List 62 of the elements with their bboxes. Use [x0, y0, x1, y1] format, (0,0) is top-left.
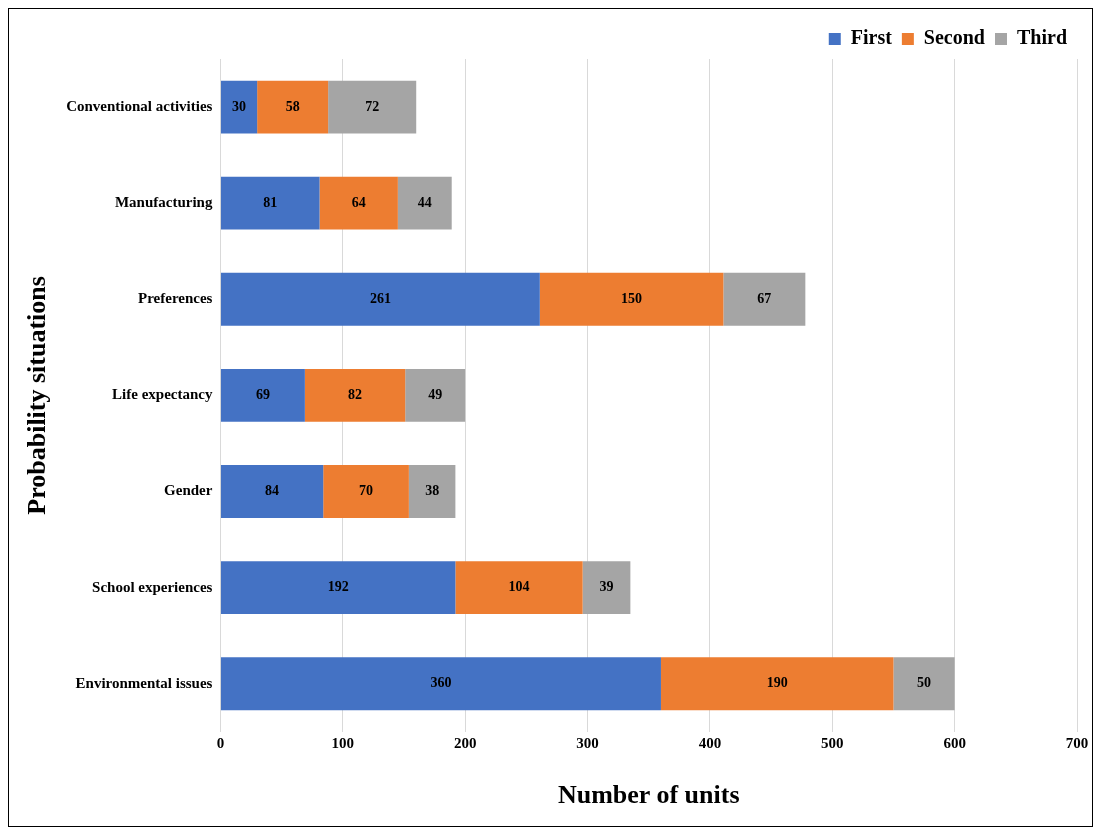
data-label: 38 [425, 483, 440, 499]
data-label: 69 [255, 387, 270, 403]
data-label: 192 [327, 579, 349, 595]
bar [220, 176, 320, 230]
data-label: 30 [232, 98, 247, 114]
data-label: 360 [430, 675, 452, 691]
bar [319, 176, 398, 230]
y-axis-title: Probability situations [22, 276, 52, 515]
data-label: 67 [757, 290, 772, 306]
data-label: 39 [599, 579, 614, 595]
bar [539, 272, 724, 326]
bar [220, 657, 661, 711]
bar [304, 368, 406, 422]
y-tick-label: Conventional activities [66, 97, 213, 114]
data-label: 81 [263, 194, 278, 210]
bar [323, 465, 409, 518]
x-tick-label: 500 [821, 734, 844, 751]
bar [408, 465, 456, 518]
bar [660, 657, 894, 711]
data-label: 72 [365, 98, 380, 114]
legend-label: Second [923, 26, 985, 49]
bar [257, 80, 329, 134]
data-label: 190 [766, 675, 788, 691]
y-tick-label: Life expectancy [112, 386, 213, 403]
x-tick-label: 0 [216, 734, 225, 751]
data-label: 261 [369, 290, 391, 306]
data-label: 82 [348, 387, 363, 403]
bar [723, 272, 806, 326]
data-label: 50 [917, 675, 932, 691]
legend-label: Third [1016, 26, 1068, 49]
x-tick-label: 300 [576, 734, 599, 751]
y-tick-label: Gender [164, 482, 213, 499]
y-tick-label: Preferences [138, 290, 213, 307]
data-label: 104 [508, 579, 530, 595]
bar [582, 561, 631, 615]
x-tick-label: 700 [1065, 734, 1089, 751]
bar [328, 80, 417, 134]
bar [397, 176, 452, 230]
data-label: 64 [351, 194, 366, 210]
legend-label: First [850, 26, 893, 49]
data-label: 84 [265, 483, 280, 499]
y-tick-label: Environmental issues [75, 674, 213, 691]
data-label: 44 [417, 194, 432, 210]
data-label: 49 [428, 387, 443, 403]
x-tick-label: 600 [943, 734, 966, 751]
y-tick-label: School experiences [92, 578, 213, 595]
x-tick-label: 200 [453, 734, 477, 751]
x-tick-label: 400 [698, 734, 722, 751]
data-label: 150 [621, 290, 643, 306]
y-tick-label: Manufacturing [114, 194, 213, 211]
bar [220, 465, 324, 518]
bar [405, 368, 466, 422]
bar [220, 561, 456, 615]
bar [220, 272, 540, 326]
x-tick-label: 100 [331, 734, 355, 751]
data-label: 70 [359, 483, 374, 499]
data-label: 58 [285, 98, 300, 114]
bar [893, 657, 955, 711]
bar [220, 80, 258, 134]
bar [220, 368, 305, 422]
x-axis-title: Number of units [557, 780, 740, 810]
bar [455, 561, 583, 615]
